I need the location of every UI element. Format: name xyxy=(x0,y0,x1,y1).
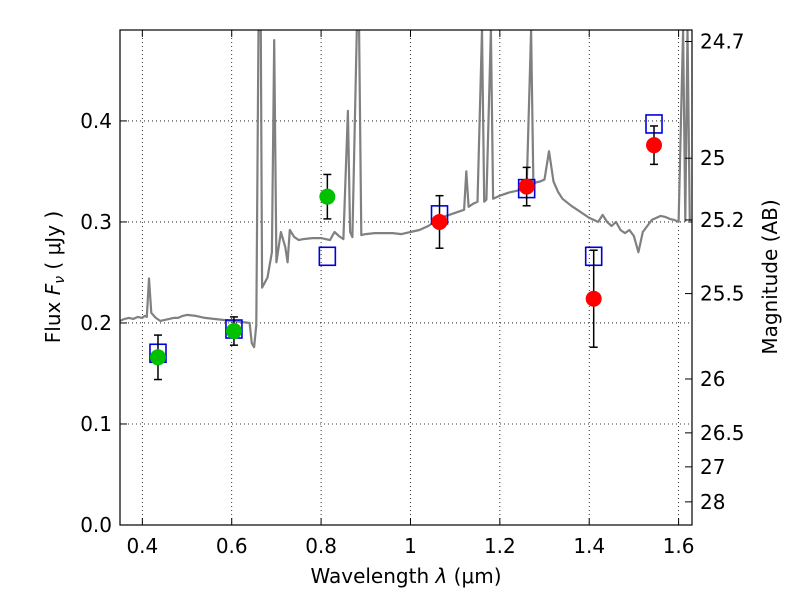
y-axis-label: Flux Fν ( μJy ) xyxy=(41,211,68,343)
x-tick-label: 1.6 xyxy=(663,534,695,558)
y2-tick-label: 26 xyxy=(700,367,725,391)
y-tick-label: 0.0 xyxy=(80,513,112,537)
observed-flux-point xyxy=(225,323,242,340)
y2-axis: 24.7 25 25.2 25.5 26 26.5 27 28 xyxy=(685,29,745,514)
model-spectrum-line xyxy=(120,30,692,349)
x-tick-label: 1 xyxy=(404,534,417,558)
plot-area xyxy=(120,30,692,381)
y2-axis-label: Magnitude (AB) xyxy=(758,199,782,354)
y-tick-label: 0.2 xyxy=(80,311,112,335)
y-tick-label: 0.3 xyxy=(80,210,112,234)
y2-tick-label: 24.7 xyxy=(700,29,745,53)
y2-tick-label: 25.2 xyxy=(700,208,745,232)
y2-tick-label: 26.5 xyxy=(700,421,745,445)
observed-flux-point xyxy=(646,137,663,154)
x-tick-label: 1.4 xyxy=(573,534,605,558)
x-tick-label: 0.6 xyxy=(216,534,248,558)
y2-tick-label: 25 xyxy=(700,146,725,170)
x-tick-label: 0.4 xyxy=(126,534,158,558)
y-tick-label: 0.1 xyxy=(80,412,112,436)
observed-flux-point xyxy=(518,178,535,195)
x-axis: 0.4 0.6 0.8 1 1.2 1.4 1.6 xyxy=(126,30,695,558)
plot-frame xyxy=(119,29,693,526)
y-tick-label: 0.4 xyxy=(80,109,112,133)
x-tick-label: 0.8 xyxy=(305,534,337,558)
x-tick-label: 1.2 xyxy=(484,534,516,558)
y2-tick-label: 27 xyxy=(700,455,725,479)
grid xyxy=(120,30,692,525)
y-axis: 0.0 0.1 0.2 0.3 0.4 xyxy=(80,109,127,537)
x-axis-label: Wavelength λ (μm) xyxy=(310,564,501,588)
observed-flux-point xyxy=(319,188,336,205)
observed-flux-point xyxy=(585,290,602,307)
y2-tick-label: 25.5 xyxy=(700,282,745,306)
observed-flux-point xyxy=(431,213,448,230)
y2-tick-label: 28 xyxy=(700,490,725,514)
model-photometry-square xyxy=(318,246,337,267)
observed-flux-point xyxy=(149,349,166,366)
